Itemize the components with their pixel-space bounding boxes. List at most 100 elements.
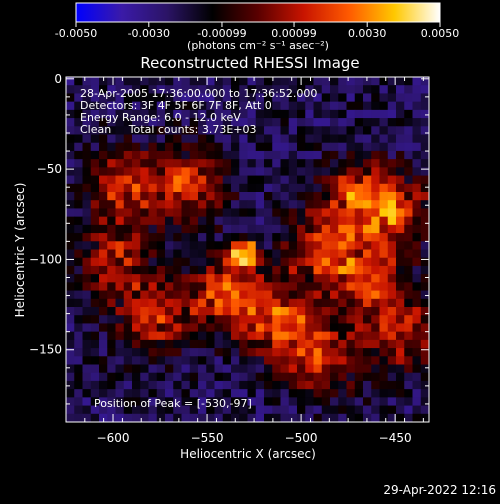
heatmap-cell [123, 282, 133, 292]
heatmap-cell [280, 413, 290, 422]
heatmap-cell [387, 167, 397, 177]
heatmap-cell [148, 298, 158, 308]
heatmap-cell [396, 208, 405, 218]
heatmap-cell [206, 265, 215, 275]
heatmap-cell [198, 331, 207, 341]
heatmap-cell [272, 257, 281, 267]
heatmap-cell [82, 126, 92, 135]
heatmap-cell [412, 364, 422, 374]
heatmap-cell [280, 183, 290, 193]
heatmap-cell [115, 77, 125, 86]
heatmap-cell [346, 118, 356, 127]
heatmap-cell [189, 109, 199, 119]
heatmap-cell [338, 167, 347, 177]
heatmap-cell [140, 224, 149, 234]
heatmap-cell [107, 175, 116, 185]
heatmap-cell [396, 77, 405, 86]
heatmap-cell [371, 118, 380, 127]
heatmap-cell [206, 274, 215, 283]
heatmap-cell [115, 183, 125, 193]
heatmap-cell [305, 142, 314, 152]
heatmap-cell [82, 159, 92, 168]
heatmap-cell [247, 77, 257, 86]
heatmap-cell [338, 405, 347, 415]
heatmap-cell [132, 364, 141, 374]
heatmap-cell [420, 192, 429, 201]
heatmap-cell [412, 249, 422, 259]
heatmap-cell [404, 192, 413, 201]
heatmap-cell [297, 249, 306, 259]
heatmap-cell [412, 183, 422, 193]
heatmap-cell [264, 364, 273, 374]
heatmap-cell [66, 331, 75, 341]
heatmap-cell [280, 356, 290, 365]
heatmap-cell [363, 109, 372, 119]
heatmap-cell [198, 183, 207, 193]
heatmap-cell [99, 192, 108, 201]
heatmap-cell [338, 150, 347, 160]
heatmap-cell [330, 216, 339, 226]
heatmap-cell [371, 77, 380, 86]
heatmap-cell [404, 356, 413, 365]
heatmap-cell [82, 389, 92, 398]
heatmap-cell [148, 405, 158, 415]
heatmap-cell [272, 192, 281, 201]
heatmap-cell [214, 192, 224, 201]
heatmap-cell [82, 364, 92, 374]
heatmap-cell [412, 224, 422, 234]
heatmap-cell [330, 331, 339, 341]
heatmap-cell [148, 290, 158, 300]
heatmap-cell [379, 134, 389, 144]
heatmap-cell [338, 315, 347, 324]
heatmap-cell [330, 126, 339, 135]
heatmap-cell [123, 150, 133, 160]
heatmap-cell [173, 175, 182, 185]
heatmap-cell [396, 356, 405, 365]
heatmap-cell [371, 93, 380, 103]
heatmap-cell [305, 216, 314, 226]
heatmap-cell [354, 282, 364, 292]
heatmap-cell [115, 356, 125, 365]
heatmap-cell [288, 257, 298, 267]
heatmap-cell [132, 282, 141, 292]
heatmap-cell [305, 224, 314, 234]
heatmap-cell [74, 167, 83, 177]
heatmap-cell [189, 224, 199, 234]
heatmap-cell [412, 241, 422, 250]
heatmap-cell [387, 372, 397, 382]
heatmap-cell [272, 315, 281, 324]
heatmap-cell [74, 77, 83, 86]
heatmap-cell [165, 183, 174, 193]
heatmap-cell [412, 315, 422, 324]
heatmap-cell [396, 126, 405, 135]
heatmap-cell [264, 413, 273, 422]
heatmap-cell [288, 290, 298, 300]
heatmap-cell [396, 389, 405, 398]
heatmap-cell [107, 142, 116, 152]
heatmap-cell [404, 389, 413, 398]
heatmap-cell [66, 389, 75, 398]
heatmap-cell [255, 380, 265, 390]
heatmap-cell [90, 405, 100, 415]
heatmap-cell [363, 356, 372, 365]
heatmap-cell [297, 93, 306, 103]
heatmap-cell [74, 356, 83, 365]
heatmap-cell [412, 126, 422, 135]
heatmap-cell [363, 372, 372, 382]
heatmap-cell [346, 159, 356, 168]
heatmap-cell [321, 307, 331, 316]
heatmap-cell [198, 307, 207, 316]
heatmap-cell [297, 364, 306, 374]
heatmap-cell [222, 282, 232, 292]
heatmap-cell [354, 118, 364, 127]
heatmap-cell [420, 200, 429, 209]
heatmap-cell [354, 323, 364, 333]
heatmap-cell [74, 323, 83, 333]
heatmap-cell [165, 126, 174, 135]
heatmap-cell [305, 233, 314, 242]
heatmap-cell [255, 208, 265, 218]
heatmap-cell [123, 298, 133, 308]
heatmap-cell [198, 348, 207, 357]
heatmap-cell [387, 356, 397, 365]
heatmap-cell [288, 405, 298, 415]
